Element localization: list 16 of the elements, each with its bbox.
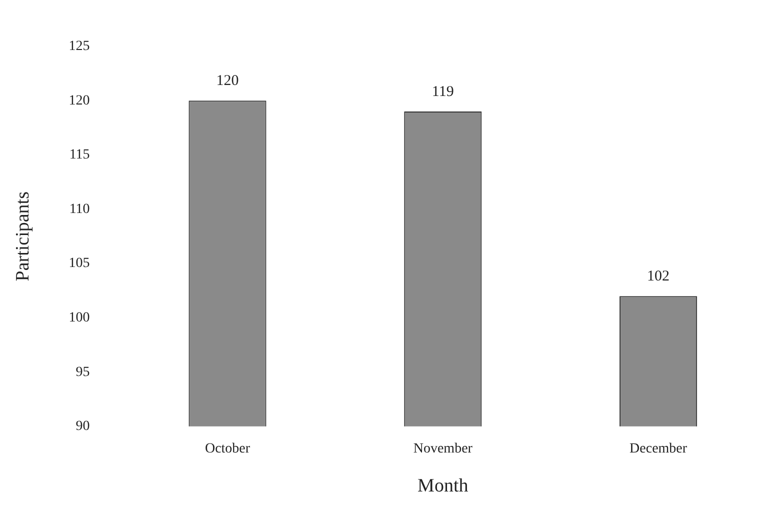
x-tick-label: October (204, 441, 250, 456)
y-tick-label: 125 (68, 39, 90, 54)
y-tick-label: 100 (68, 310, 90, 326)
y-tick-label: 110 (69, 202, 90, 217)
y-tick-label: 90 (76, 419, 90, 434)
x-tick-label: November (413, 441, 473, 456)
x-tick-label: December (630, 441, 688, 456)
data-label: 119 (432, 84, 454, 100)
data-label: 102 (647, 268, 670, 285)
y-tick-label: 115 (69, 148, 90, 163)
y-tick-label: 95 (76, 364, 90, 380)
y-axis-title: Participants (12, 192, 34, 282)
y-tick-label: 120 (68, 93, 90, 108)
y-tick-label: 105 (68, 256, 90, 272)
data-label: 120 (216, 73, 239, 90)
x-axis-title: Month (418, 476, 469, 497)
